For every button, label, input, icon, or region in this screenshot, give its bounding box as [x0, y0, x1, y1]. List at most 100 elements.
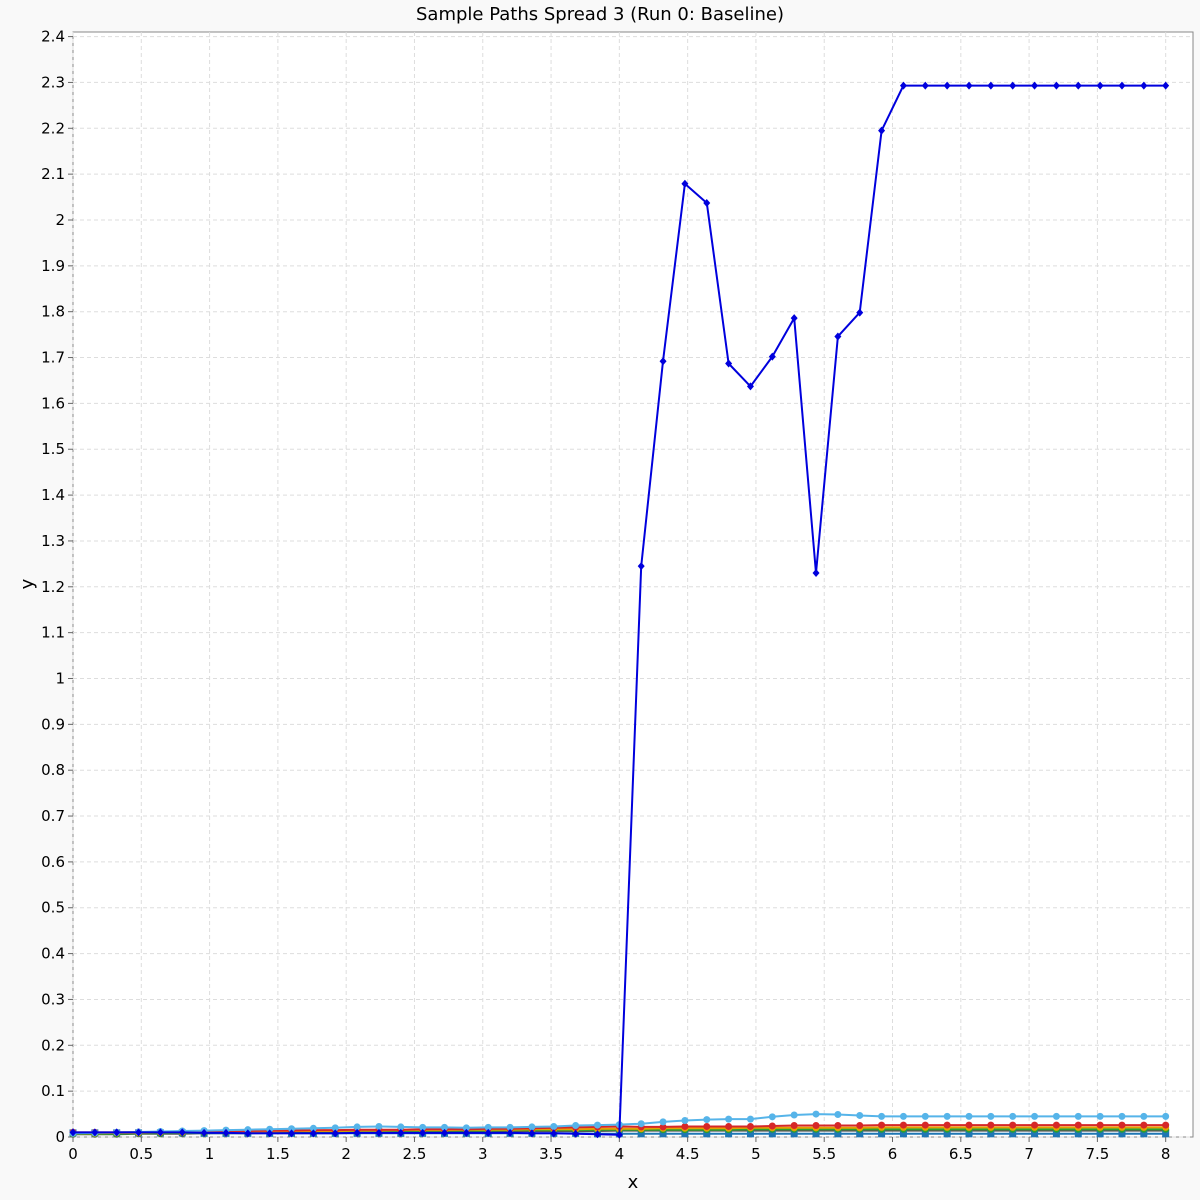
data-point [441, 1123, 449, 1131]
x-tick-label: 3 [478, 1145, 488, 1163]
data-point [1074, 1130, 1082, 1138]
data-point [1052, 81, 1060, 90]
data-point [1031, 1130, 1039, 1138]
data-point [266, 1129, 274, 1138]
x-tick-label: 3.5 [539, 1145, 563, 1163]
y-tick-label: 0.4 [41, 945, 65, 963]
y-tick-label: 2 [55, 211, 65, 229]
data-point [593, 1130, 601, 1139]
data-point [899, 1130, 907, 1138]
data-point [746, 1122, 754, 1130]
data-point [943, 81, 951, 90]
data-point [681, 179, 689, 188]
data-point [681, 1116, 689, 1124]
x-tick-label: 1.5 [266, 1145, 290, 1163]
data-point [768, 1122, 776, 1130]
y-tick-label: 1.8 [41, 303, 65, 321]
data-point [135, 1128, 143, 1137]
y-tick-label: 1.3 [41, 532, 65, 550]
y-tick-label: 0.1 [41, 1082, 65, 1100]
data-point [899, 81, 907, 90]
data-point [965, 81, 973, 90]
x-tick-label: 0.5 [129, 1145, 153, 1163]
data-point [1162, 1121, 1170, 1129]
data-point [1009, 81, 1017, 90]
data-point [965, 1130, 973, 1138]
data-point [703, 1116, 711, 1124]
x-tick-label: 8 [1161, 1145, 1171, 1163]
y-tick-label: 0.2 [41, 1036, 65, 1054]
data-point [222, 1128, 230, 1137]
data-point [899, 1121, 907, 1129]
data-point [1140, 1130, 1148, 1138]
data-point [69, 1128, 77, 1137]
data-point [746, 382, 754, 391]
data-point [1052, 1121, 1060, 1129]
data-point [550, 1129, 558, 1138]
data-point [987, 81, 995, 90]
data-point [921, 1121, 929, 1129]
x-tick-label: 6.5 [949, 1145, 973, 1163]
y-tick-label: 0 [55, 1128, 65, 1146]
data-point [899, 1112, 907, 1120]
x-tick-label: 6 [888, 1145, 898, 1163]
data-point [331, 1124, 339, 1132]
data-point [878, 126, 886, 135]
data-point [659, 1130, 667, 1138]
x-tick-label: 7.5 [1085, 1145, 1109, 1163]
x-tick-label: 0 [68, 1145, 78, 1163]
data-point [266, 1125, 274, 1133]
y-axis-label: y [17, 578, 38, 589]
data-point [965, 1112, 973, 1120]
data-point [659, 1123, 667, 1131]
data-point [1031, 1112, 1039, 1120]
y-tick-label: 0.6 [41, 853, 65, 871]
y-tick-label: 2.1 [41, 165, 65, 183]
data-point [812, 1110, 820, 1118]
data-point [921, 81, 929, 90]
data-point [1074, 81, 1082, 90]
data-point [659, 1118, 667, 1126]
data-point [746, 1130, 754, 1138]
y-tick-label: 0.5 [41, 899, 65, 917]
data-point [856, 1111, 864, 1119]
data-point [878, 1121, 886, 1129]
data-point [1096, 1130, 1104, 1138]
data-point [178, 1128, 186, 1137]
data-point [1140, 1112, 1148, 1120]
x-tick-label: 4 [615, 1145, 625, 1163]
data-point [572, 1122, 580, 1130]
data-point [156, 1128, 164, 1137]
data-point [987, 1112, 995, 1120]
y-tick-label: 1.6 [41, 394, 65, 412]
data-point [943, 1130, 951, 1138]
data-point [1162, 1112, 1170, 1120]
data-point [113, 1128, 121, 1137]
data-point [834, 1130, 842, 1138]
data-point [725, 1122, 733, 1130]
data-point [1118, 81, 1126, 90]
data-point [288, 1129, 296, 1138]
data-point [1096, 1112, 1104, 1120]
data-point [1052, 1130, 1060, 1138]
data-point [244, 1129, 252, 1138]
data-point [637, 1130, 645, 1138]
x-tick-label: 2 [341, 1145, 351, 1163]
x-tick-label: 1 [205, 1145, 215, 1163]
data-point [1140, 1121, 1148, 1129]
series-0 [69, 81, 1170, 1139]
grid-lines [72, 32, 1193, 1138]
data-point [1118, 1121, 1126, 1129]
x-tick-label: 5.5 [812, 1145, 836, 1163]
plot-area [72, 31, 1194, 1138]
data-point [637, 562, 645, 571]
data-point [1162, 1130, 1170, 1138]
y-tick-label: 2.4 [41, 28, 65, 46]
x-axis-label: x [628, 1172, 639, 1193]
y-tick-label: 1.2 [41, 578, 65, 596]
data-point [790, 1111, 798, 1119]
data-point [528, 1123, 536, 1131]
data-point [1031, 1121, 1039, 1129]
y-tick-label: 0.3 [41, 990, 65, 1008]
